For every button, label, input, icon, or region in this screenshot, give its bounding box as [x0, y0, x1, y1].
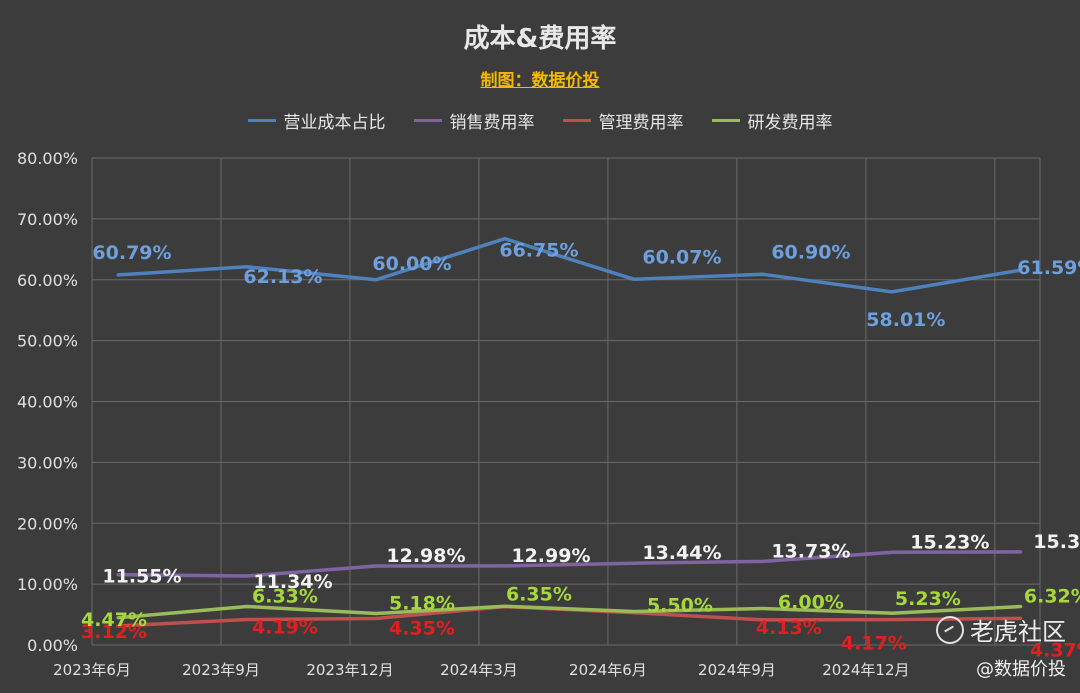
data-point — [116, 624, 120, 628]
data-point — [374, 617, 378, 621]
legend-label-sales: 销售费用率 — [449, 113, 535, 133]
data-label: 12.99% — [511, 545, 590, 567]
chart-legend: 营业成本占比 销售费用率 管理费用率 研发费用率 — [0, 108, 1080, 133]
data-label: 4.17% — [841, 633, 907, 655]
data-point — [890, 550, 894, 554]
data-point — [374, 564, 378, 568]
data-label: 62.13% — [243, 266, 322, 288]
tiger-logo-icon — [936, 615, 964, 644]
data-label: 4.47% — [81, 609, 147, 631]
data-label: 6.33% — [252, 585, 318, 607]
data-point — [116, 616, 120, 620]
data-label: 15.30% — [1033, 531, 1080, 553]
data-label: 11.55% — [102, 566, 181, 588]
x-tick-label: 2023年12月 — [306, 661, 393, 679]
chart-title: 成本&费用率 — [463, 24, 617, 54]
data-point — [374, 611, 378, 615]
data-point — [503, 564, 507, 568]
data-label: 6.00% — [778, 591, 844, 613]
legend-label-rd: 研发费用率 — [747, 113, 833, 133]
legend-label-admin: 管理费用率 — [598, 113, 684, 133]
data-point — [1019, 605, 1023, 609]
data-point — [632, 561, 636, 565]
data-label: 4.13% — [756, 617, 822, 639]
legend-item-rd: 研发费用率 — [711, 108, 833, 133]
legend-label-cost: 营业成本占比 — [283, 113, 386, 133]
data-point — [245, 604, 249, 608]
data-label: 12.98% — [386, 545, 465, 567]
data-point — [503, 237, 507, 241]
data-label: 3.12% — [81, 621, 147, 643]
data-label: 60.07% — [642, 246, 721, 268]
data-label: 4.19% — [252, 616, 318, 638]
data-label: 5.23% — [895, 588, 961, 610]
data-point — [1019, 616, 1023, 620]
data-point — [761, 559, 765, 563]
legend-item-cost: 营业成本占比 — [247, 108, 386, 133]
chart-subtitle: 制图：数据价投 — [480, 71, 600, 91]
x-tick-label: 2023年6月 — [53, 661, 131, 679]
watermark-brand: 老虎社区 — [936, 612, 1066, 647]
y-tick-label: 80.00% — [17, 149, 78, 168]
data-point — [890, 290, 894, 294]
data-point — [890, 611, 894, 615]
legend-item-sales: 销售费用率 — [413, 108, 535, 133]
data-label: 60.90% — [771, 241, 850, 263]
data-point — [245, 617, 249, 621]
legend-swatch-admin — [562, 119, 591, 122]
watermark-brand-text: 老虎社区 — [970, 618, 1066, 646]
data-label: 4.35% — [389, 618, 455, 640]
data-point — [761, 618, 765, 622]
data-label: 60.79% — [92, 242, 171, 264]
data-label: 5.18% — [389, 592, 455, 614]
y-tick-label: 20.00% — [17, 514, 78, 533]
y-tick-label: 30.00% — [17, 453, 78, 472]
data-label: 5.50% — [647, 595, 713, 617]
data-label: 66.75% — [499, 240, 578, 262]
data-label: 60.00% — [372, 253, 451, 275]
data-point — [374, 278, 378, 282]
y-tick-label: 10.00% — [17, 575, 78, 594]
data-point — [245, 574, 249, 578]
series-line-1 — [117, 550, 1021, 578]
x-tick-label: 2024年9月 — [698, 661, 776, 679]
data-point — [116, 273, 120, 277]
data-label: 6.32% — [1024, 586, 1080, 608]
y-tick-label: 70.00% — [17, 210, 78, 229]
y-tick-label: 40.00% — [17, 393, 78, 412]
data-point — [761, 606, 765, 610]
data-point — [1019, 550, 1023, 554]
y-tick-label: 0.00% — [27, 636, 78, 655]
data-label: 61.59% — [1017, 257, 1080, 279]
data-point — [503, 604, 507, 608]
data-point — [116, 573, 120, 577]
data-point — [632, 277, 636, 281]
y-tick-label: 60.00% — [17, 271, 78, 290]
data-point — [632, 610, 636, 614]
data-point — [245, 265, 249, 269]
x-tick-label: 2023年9月 — [182, 661, 260, 679]
data-label: 6.35% — [506, 583, 572, 605]
watermark-author: @数据价投 — [976, 659, 1066, 680]
y-tick-label: 50.00% — [17, 332, 78, 351]
series-line-0 — [117, 236, 1022, 294]
x-tick-label: 2024年6月 — [569, 661, 647, 679]
data-label: 13.73% — [771, 540, 850, 562]
data-point — [1019, 268, 1023, 272]
data-point — [890, 618, 894, 622]
data-label: 11.34% — [253, 571, 332, 593]
legend-item-admin: 管理费用率 — [562, 108, 684, 133]
data-label: 58.01% — [866, 309, 945, 331]
data-label: 13.44% — [642, 542, 721, 564]
x-tick-label: 2024年12月 — [822, 661, 909, 679]
data-label: 15.23% — [910, 531, 989, 553]
series-line-3 — [117, 604, 1021, 620]
data-label: 4.37% — [1030, 639, 1080, 661]
legend-swatch-rd — [711, 119, 740, 122]
x-tick-label: 2024年3月 — [440, 661, 518, 679]
legend-swatch-cost — [247, 119, 276, 122]
legend-swatch-sales — [413, 119, 442, 122]
data-point — [761, 272, 765, 276]
